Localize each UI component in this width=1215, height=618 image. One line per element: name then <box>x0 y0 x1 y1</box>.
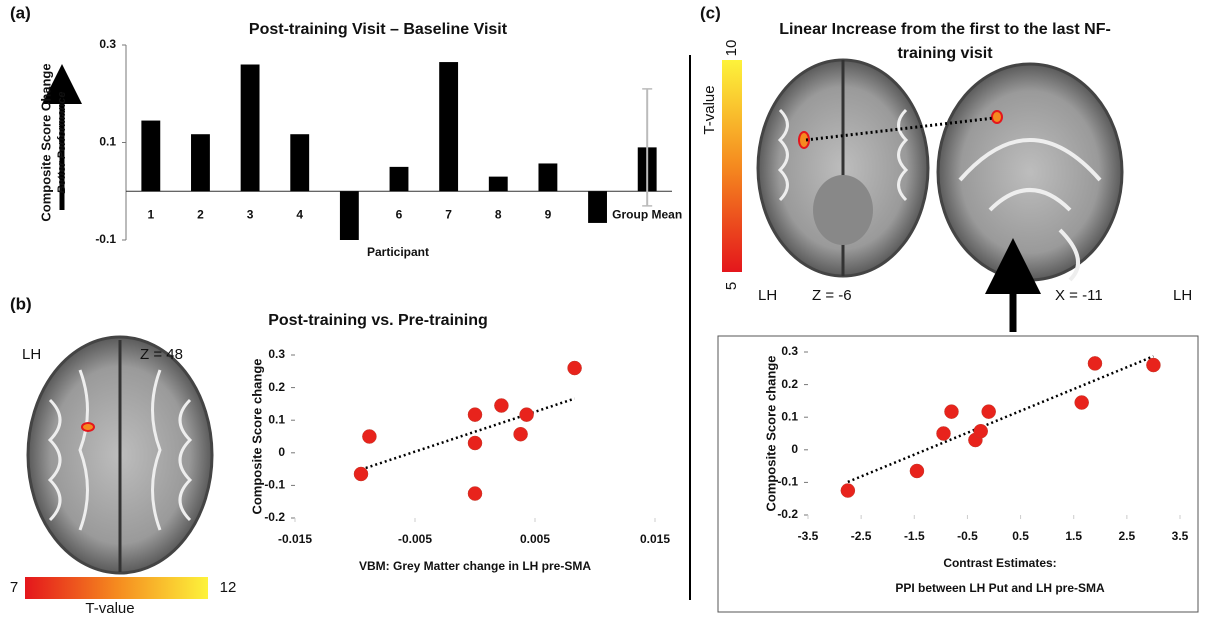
side-label: LH <box>22 346 41 363</box>
x-axis-label: VBM: Grey Matter change in LH pre-SMA <box>359 559 591 573</box>
slice-label: Z = 48 <box>140 346 183 363</box>
bar <box>588 191 607 223</box>
point <box>568 361 582 375</box>
y-axis-note: Better Performance <box>56 91 68 193</box>
chart-title: training visit <box>897 45 993 62</box>
x-tick-label: -3.5 <box>798 529 819 543</box>
point <box>362 430 376 444</box>
x-tick-label: Group Mean <box>612 207 682 221</box>
brain-axial <box>758 60 928 276</box>
chart-title: Post-training Visit – Baseline Visit <box>249 21 508 38</box>
y-tick-label: 0.1 <box>99 135 116 149</box>
bar <box>489 177 508 192</box>
point <box>1088 356 1102 370</box>
colorbar-min: 5 <box>723 282 740 290</box>
colorbar-max: 12 <box>220 579 237 596</box>
panel-label: (a) <box>10 3 31 22</box>
y-tick-label: -0.1 <box>95 232 116 246</box>
colorbar-max: 10 <box>723 40 740 57</box>
y-tick-label: 0.3 <box>99 37 116 51</box>
y-tick-label: -0.2 <box>264 510 285 524</box>
colorbar <box>722 60 742 272</box>
x-tick-label: 3 <box>247 207 254 221</box>
bar <box>290 134 309 191</box>
x-axis-label: PPI between LH Put and LH pre-SMA <box>895 581 1105 595</box>
point <box>520 408 534 422</box>
x-tick-label: 2.5 <box>1119 529 1136 543</box>
point <box>841 484 855 498</box>
bar <box>340 191 359 240</box>
chart-title: Linear Increase from the first to the la… <box>779 21 1111 38</box>
x-tick-label: 4 <box>296 207 303 221</box>
colorbar-label: T-value <box>701 85 718 134</box>
x-tick-label: 0.5 <box>1012 529 1029 543</box>
bar <box>141 121 160 192</box>
point <box>494 399 508 413</box>
y-axis-label: Composite Score change <box>249 358 264 514</box>
point <box>1075 396 1089 410</box>
x-tick-label: 0.015 <box>640 532 670 546</box>
figure: (a) (b) (c) LH Z = 48 7 12 T-value 10 5 … <box>0 0 1215 618</box>
y-tick-label: -0.1 <box>777 475 798 489</box>
point <box>937 427 951 441</box>
panel-label: (c) <box>700 3 721 22</box>
x-tick-label: 0.005 <box>520 532 550 546</box>
slice-label: X = -11 <box>1055 287 1103 304</box>
point <box>468 436 482 450</box>
panel-label: (b) <box>10 294 32 313</box>
x-tick-label: -0.015 <box>278 532 312 546</box>
slice-label: Z = -6 <box>812 287 852 304</box>
colorbar-min: 7 <box>10 579 18 596</box>
bar <box>191 134 210 191</box>
x-axis-label: Contrast Estimates: <box>943 556 1056 570</box>
trend-line <box>361 399 575 470</box>
x-tick-label: 2 <box>197 207 204 221</box>
x-tick-label: 3.5 <box>1172 529 1189 543</box>
side-label: LH <box>758 287 777 304</box>
colorbar-label: T-value <box>85 600 134 617</box>
y-tick-label: -0.2 <box>777 507 798 521</box>
x-tick-label: -0.005 <box>398 532 432 546</box>
y-tick-label: -0.1 <box>264 478 285 492</box>
trend-line <box>848 356 1154 482</box>
x-axis-label: Participant <box>367 245 429 259</box>
point <box>1146 358 1160 372</box>
bar <box>390 167 409 191</box>
y-tick-label: 0.1 <box>781 409 798 423</box>
x-tick-label: 9 <box>545 207 552 221</box>
point <box>514 427 528 441</box>
y-axis-label: Composite Score change <box>763 355 778 511</box>
x-tick-label: -0.5 <box>957 529 978 543</box>
brain-sagittal <box>938 64 1122 280</box>
y-tick-label: 0.3 <box>268 347 285 361</box>
brain-axial <box>28 337 212 573</box>
y-tick-label: 0.1 <box>268 412 285 426</box>
x-tick-label: 6 <box>396 207 403 221</box>
point <box>944 405 958 419</box>
x-tick-label: 8 <box>495 207 502 221</box>
point <box>910 464 924 478</box>
bar <box>538 163 557 191</box>
y-axis-label: Composite Score Change <box>38 63 53 221</box>
y-tick-label: 0.2 <box>268 380 285 394</box>
x-tick-label: 7 <box>445 207 452 221</box>
bar <box>241 65 260 192</box>
point <box>468 408 482 422</box>
y-tick-label: 0.3 <box>781 344 798 358</box>
x-tick-label: -2.5 <box>851 529 872 543</box>
point <box>468 487 482 501</box>
point <box>982 405 996 419</box>
side-label: LH <box>1173 287 1192 304</box>
bar <box>439 62 458 191</box>
colorbar <box>25 577 208 599</box>
y-tick-label: 0 <box>278 445 285 459</box>
x-tick-label: -1.5 <box>904 529 925 543</box>
y-tick-label: 0 <box>791 442 798 456</box>
y-tick-label: 0.2 <box>781 377 798 391</box>
point <box>354 467 368 481</box>
chart-title: Post-training vs. Pre-training <box>268 312 488 329</box>
x-tick-label: 1.5 <box>1065 529 1082 543</box>
x-tick-label: 1 <box>147 207 154 221</box>
point <box>974 424 988 438</box>
